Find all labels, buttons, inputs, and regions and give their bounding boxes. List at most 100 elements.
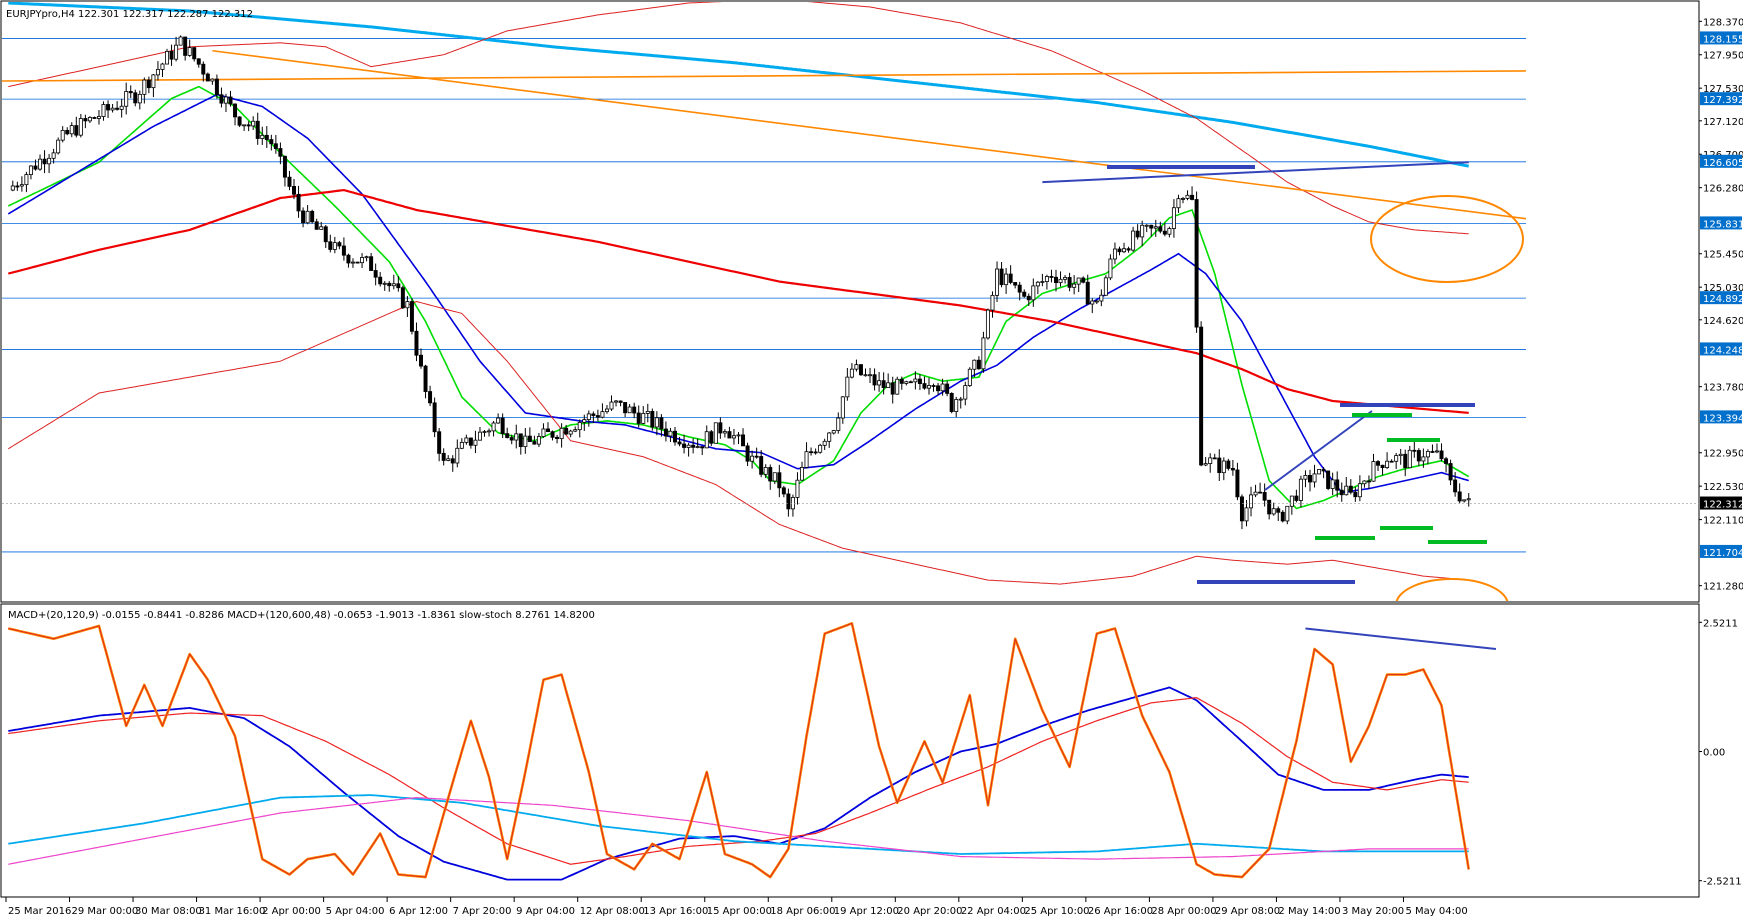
bull-candle [1208, 457, 1213, 465]
bull-candle [722, 431, 727, 434]
bull-candle [868, 374, 873, 377]
bull-candle [1072, 283, 1077, 288]
bull-candle [536, 436, 541, 445]
bear-candle [183, 36, 188, 56]
bull-candle [831, 430, 836, 434]
price-tick-label: 127.950 [1703, 51, 1743, 62]
bear-candle [663, 428, 668, 437]
bull-candle [1035, 281, 1040, 287]
bull-candle [958, 398, 963, 401]
bear-candle [1380, 464, 1385, 469]
bear-candle [881, 380, 886, 388]
bull-candle [863, 374, 868, 377]
price-tick-label: 121.280 [1703, 582, 1743, 593]
time-label: 7 Apr 20:00 [453, 906, 512, 917]
bear-candle [786, 493, 791, 510]
bull-candle [496, 417, 501, 424]
bear-candle [922, 383, 927, 389]
bull-candle [142, 79, 147, 95]
time-label: 9 Apr 04:00 [516, 906, 575, 917]
bear-candle [1353, 491, 1358, 498]
bear-candle [872, 374, 877, 386]
price-layer [2, 2, 1526, 601]
divergence-line [1305, 627, 1497, 650]
bear-candle [115, 107, 120, 110]
bull-candle [1394, 455, 1399, 462]
bull-candle [391, 283, 396, 287]
bear-candle [936, 385, 941, 392]
bull-candle [568, 430, 573, 435]
bull-candle [763, 467, 768, 475]
bear-candle [1267, 499, 1272, 515]
bear-candle [205, 73, 210, 82]
bear-candle [1403, 453, 1408, 469]
bull-candle [1040, 281, 1045, 283]
bear-candle [323, 226, 328, 243]
bear-candle [74, 125, 79, 136]
bull-candle [1094, 300, 1099, 303]
bear-candle [1194, 199, 1199, 328]
time-label: 6 Apr 12:00 [389, 906, 448, 917]
time-label: 28 Apr 00:00 [1151, 906, 1216, 917]
bull-candle [101, 104, 106, 117]
bear-candle [546, 428, 550, 433]
price-level-badge [1700, 342, 1742, 356]
bull-candle [1317, 469, 1322, 475]
time-label: 2 May 14:00 [1278, 906, 1340, 917]
bull-candle [1289, 495, 1294, 507]
bear-candle [1239, 496, 1244, 522]
bull-candle [804, 451, 809, 468]
bear-candle [709, 431, 714, 444]
annotations [1107, 165, 1524, 601]
macd-main-line [8, 686, 1469, 881]
bull-candle [1031, 285, 1036, 301]
bull-candle [1076, 277, 1081, 285]
bear-candle [632, 406, 637, 414]
bear-candle [595, 415, 600, 418]
price-level-label: 128.155 [1703, 34, 1743, 45]
indicator-tick-label: 2.5211 [1703, 618, 1738, 629]
bull-candle [849, 368, 854, 378]
bull-candle [119, 105, 124, 110]
slow-stoch-signal-line [8, 622, 1470, 878]
bear-candle [700, 446, 705, 449]
bear-candle [92, 117, 97, 119]
bull-candle [459, 441, 464, 449]
bull-candle [60, 129, 65, 141]
bull-candle [1271, 508, 1276, 515]
bull-candle [627, 406, 632, 414]
price-pane[interactable] [0, 0, 1700, 603]
bear-candle [450, 458, 455, 464]
bull-candle [895, 378, 900, 395]
bear-candle [555, 436, 560, 440]
time-label: 22 Apr 04:00 [961, 906, 1026, 917]
bull-candle [160, 63, 165, 70]
bear-candle [83, 118, 88, 122]
bull-candle [382, 282, 387, 285]
bull-candle [87, 117, 92, 122]
bull-candle [1108, 258, 1113, 279]
bear-candle [346, 254, 351, 264]
bull-candle [827, 432, 832, 442]
bull-candle [1131, 230, 1136, 251]
bull-candle [305, 210, 310, 224]
bear-candle [468, 437, 473, 446]
bear-candle [1321, 469, 1326, 472]
bull-candle [514, 433, 519, 441]
bull-candle [840, 396, 845, 419]
bear-candle [754, 455, 759, 458]
time-label: 5 May 04:00 [1405, 906, 1467, 917]
bear-candle [419, 354, 423, 367]
bear-candle [591, 413, 596, 416]
bear-candle [1276, 508, 1281, 513]
bull-candle [990, 294, 995, 311]
bull-candle [487, 430, 492, 433]
indicator-pane[interactable] [0, 603, 1700, 898]
bull-candle [886, 382, 891, 388]
bear-candle [1453, 479, 1458, 493]
bear-candle [741, 434, 746, 447]
bear-candle [1085, 281, 1090, 305]
highlight-ellipse [1395, 578, 1509, 601]
bear-candle [677, 441, 682, 445]
